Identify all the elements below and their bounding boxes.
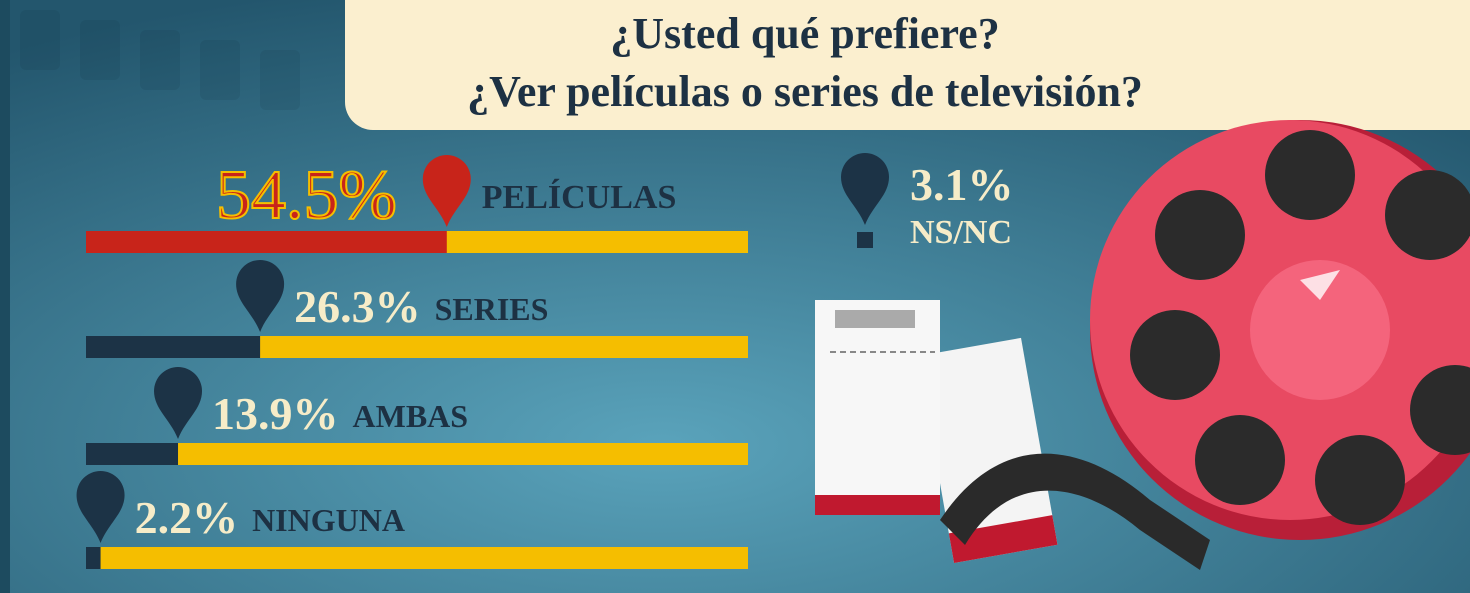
category-label: SERIES	[435, 291, 549, 327]
title: ¿Usted qué prefiere?	[610, 9, 999, 58]
value-label: 13.9%	[212, 388, 339, 439]
category-label: NS/NC	[910, 214, 1012, 251]
value-label: 54.5%	[216, 157, 397, 234]
value-label: 26.3%	[294, 281, 421, 332]
infographic: ¿Usted qué prefiere? ¿Ver películas o se…	[0, 0, 1470, 593]
bar-track	[86, 443, 748, 465]
category-label: PELÍCULAS	[482, 179, 677, 216]
category-label: NINGUNA	[252, 502, 405, 538]
subtitle: ¿Ver películas o series de televisión?	[467, 67, 1143, 116]
bar	[86, 336, 260, 358]
pin-dot	[857, 232, 873, 248]
bar	[86, 547, 101, 569]
value-label: 3.1%	[910, 159, 1014, 210]
bar	[86, 443, 178, 465]
bar-track	[86, 547, 748, 569]
category-label: AMBAS	[353, 398, 469, 434]
bar	[86, 231, 447, 253]
value-label: 2.2%	[135, 492, 239, 543]
left-edge	[0, 0, 10, 593]
